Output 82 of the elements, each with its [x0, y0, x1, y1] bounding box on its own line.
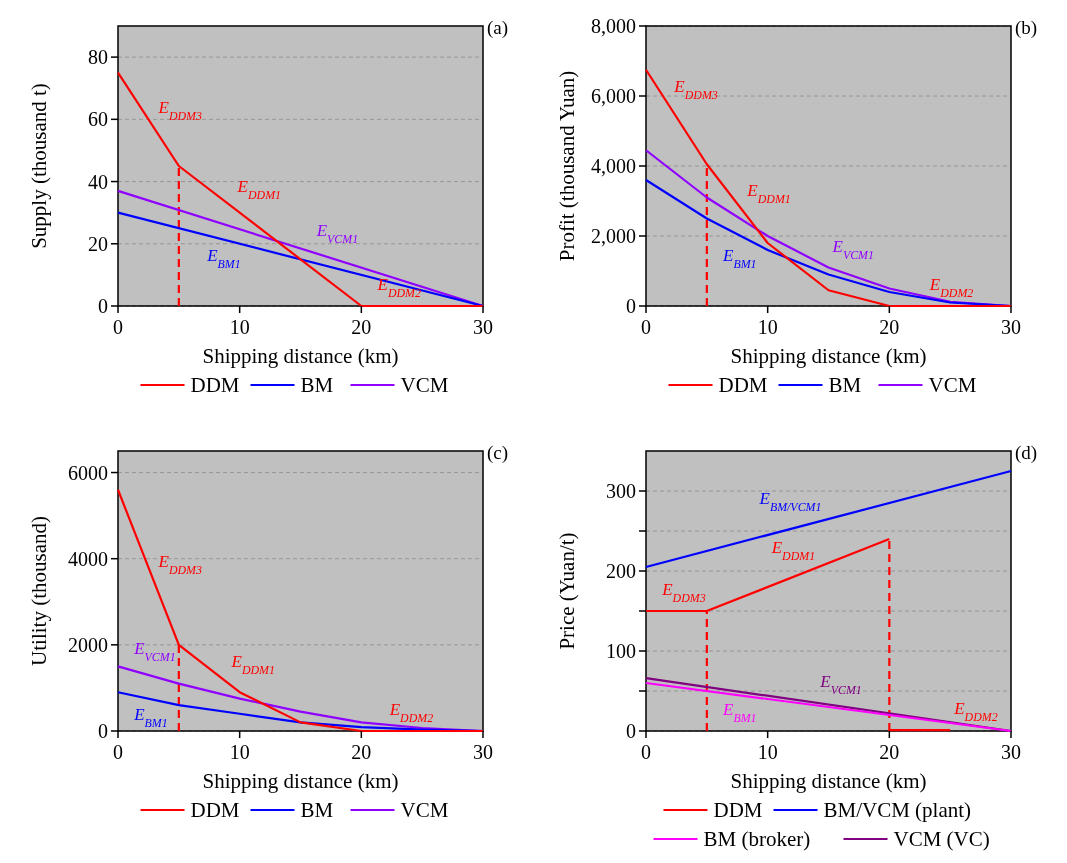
x-tick-label: 20 [879, 316, 900, 338]
y-axis-title: Price (Yuan/t) [555, 532, 579, 650]
annotation: E$_{DDM1}$ [746, 180, 791, 206]
annotation: E$_{VCM1}$ [819, 671, 862, 697]
x-tick-label: 10 [757, 316, 778, 338]
annotation: E$_{DDM2}$ [388, 700, 434, 725]
y-axis-title: Supply (thousand t) [27, 83, 51, 249]
legend-label: BM [300, 373, 334, 397]
y-tick-label: 0 [626, 720, 636, 742]
legend-label: VCM (VC) [893, 827, 990, 851]
y-tick-label: 300 [606, 480, 636, 502]
x-tick-label: 20 [351, 316, 372, 338]
annotation: E$_{BM/VCM1}$ [758, 488, 822, 514]
x-axis-title: Shipping distance (km) [730, 769, 927, 793]
y-tick-label: 60 [88, 108, 108, 131]
y-tick-label: 2,000 [591, 225, 636, 247]
annotation: E$_{DDM3}$ [157, 97, 202, 123]
y-tick-label: 6000 [68, 461, 108, 484]
legend-label: BM/VCM (plant) [823, 798, 972, 822]
x-axis-title: Shipping distance (km) [202, 769, 399, 793]
y-tick-label: 0 [98, 720, 108, 742]
legend-label: DDM [713, 798, 763, 822]
line-series [644, 68, 1013, 308]
legend-label: DDM [718, 373, 768, 397]
x-tick-label: 10 [229, 316, 250, 338]
annotation: E$_{BM1}$ [206, 246, 241, 272]
x-tick-label: 20 [351, 741, 372, 763]
x-tick-label: 30 [1001, 741, 1021, 763]
x-tick-label: 30 [473, 316, 493, 338]
y-tick-label: 200 [606, 560, 636, 582]
y-tick-label: 2000 [68, 633, 108, 656]
legend-label: BM [828, 373, 862, 397]
x-tick-label: 10 [229, 741, 250, 763]
y-tick-label: 4,000 [591, 155, 636, 177]
y-tick-label: 80 [88, 46, 108, 69]
annotation: E$_{VCM1}$ [315, 221, 359, 247]
y-tick-label: 4000 [68, 547, 108, 570]
annotation: E$_{DDM2}$ [928, 275, 974, 300]
annotation: E$_{BM1}$ [722, 699, 757, 725]
legend-label: VCM [400, 373, 449, 397]
x-tick-label: 0 [641, 316, 651, 338]
annotation: E$_{DDM1}$ [236, 177, 282, 202]
legend-label: BM [300, 798, 334, 822]
y-tick-label: 6,000 [591, 85, 636, 107]
annotation: E$_{BM1}$ [722, 246, 757, 272]
annotation: E$_{DDM1}$ [770, 537, 816, 563]
x-tick-label: 30 [473, 741, 493, 763]
annotation: E$_{DDM3}$ [157, 551, 202, 577]
x-tick-label: 0 [641, 741, 651, 763]
text: (a) [487, 17, 509, 39]
line-series [116, 488, 485, 733]
x-tick-label: 20 [879, 741, 900, 763]
x-tick-label: 0 [113, 741, 123, 763]
legend-label: DDM [190, 798, 240, 822]
y-axis-title: Profit (thousand Yuan) [555, 70, 579, 262]
y-tick-label: 0 [98, 295, 108, 317]
y-tick-label: 0 [626, 295, 636, 317]
y-tick-label: 8,000 [591, 15, 636, 37]
x-tick-label: 30 [1001, 316, 1021, 338]
legend-label: VCM [928, 373, 977, 397]
y-tick-label: 20 [88, 232, 108, 255]
text: (b) [1015, 17, 1038, 39]
text: (d) [1015, 442, 1038, 464]
legend-label: DDM [190, 373, 240, 397]
annotation: E$_{DDM2}$ [953, 699, 998, 725]
x-axis-title: Shipping distance (km) [730, 344, 927, 368]
y-tick-label: 100 [606, 640, 636, 662]
annotation: E$_{DDM2}$ [376, 275, 421, 300]
x-tick-label: 10 [757, 741, 778, 763]
text: (c) [487, 442, 509, 464]
annotation: E$_{BM1}$ [133, 704, 168, 730]
legend-label: BM (broker) [703, 827, 811, 851]
annotation: E$_{DDM1}$ [230, 651, 275, 677]
y-axis-title: Utility (thousand) [27, 516, 51, 666]
y-tick-label: 40 [88, 170, 108, 193]
annotation: E$_{DDM3}$ [661, 580, 706, 605]
x-tick-label: 0 [113, 316, 123, 338]
annotation: E$_{VCM1}$ [133, 638, 176, 664]
annotation: E$_{VCM1}$ [831, 236, 874, 262]
legend-label: VCM [400, 798, 449, 822]
annotation: E$_{DDM3}$ [673, 76, 718, 102]
x-axis-title: Shipping distance (km) [202, 344, 399, 368]
